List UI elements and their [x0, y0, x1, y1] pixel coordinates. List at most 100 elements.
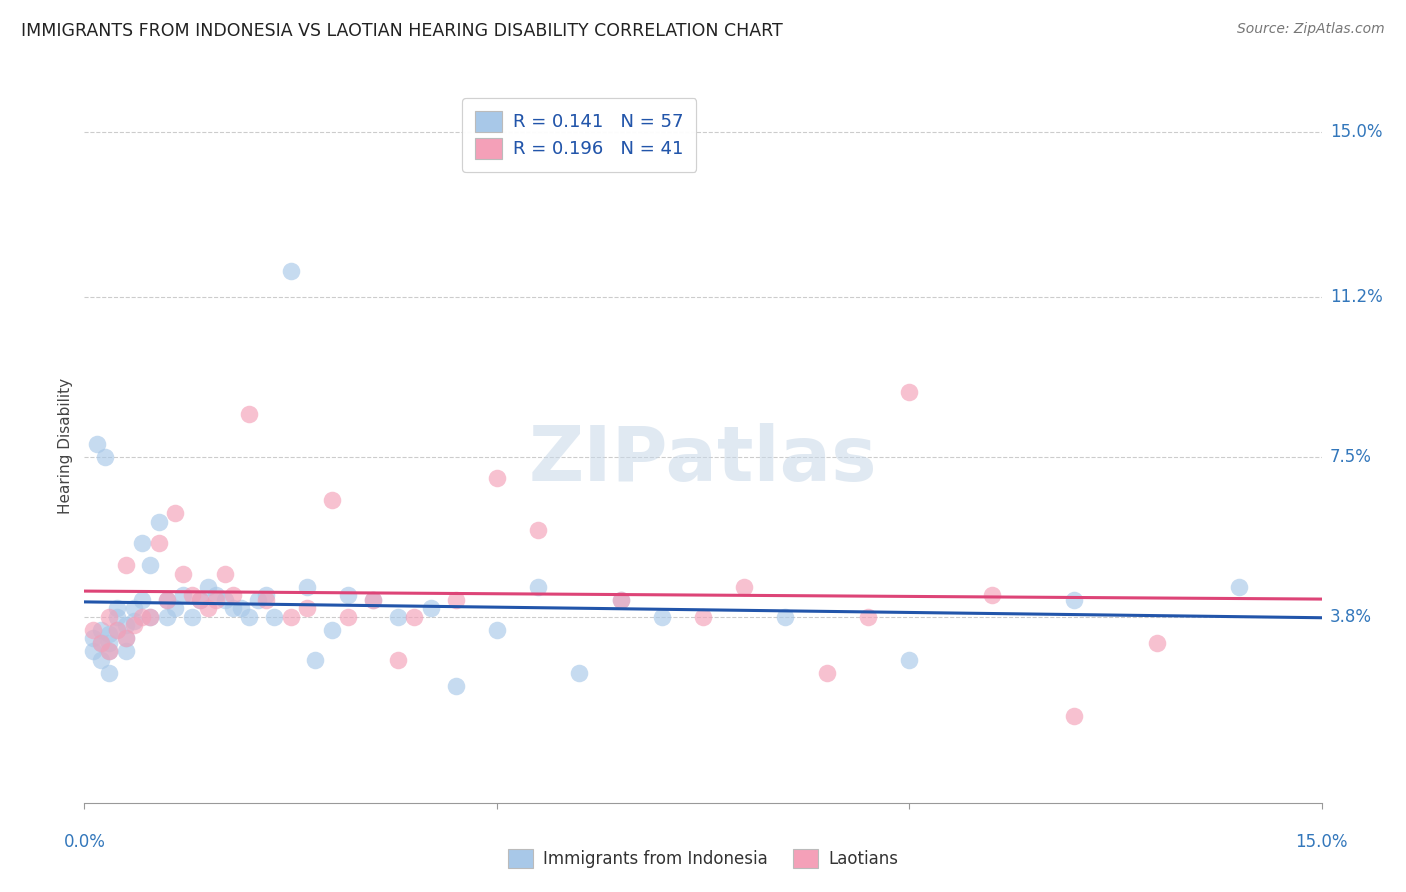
Point [156, 592, 179, 607]
Point [114, 632, 136, 646]
Point [205, 588, 228, 602]
Point [139, 610, 162, 624]
Point [180, 610, 202, 624]
Point [122, 601, 145, 615]
Point [98, 610, 121, 624]
Point [139, 558, 162, 572]
Point [90, 623, 112, 637]
Point [114, 644, 136, 658]
Point [815, 666, 838, 681]
Point [222, 601, 245, 615]
Point [692, 610, 714, 624]
Point [98, 636, 121, 650]
Point [280, 264, 302, 278]
Point [444, 592, 467, 607]
Point [197, 580, 219, 594]
Point [980, 588, 1002, 602]
Point [609, 592, 631, 607]
Point [90, 653, 112, 667]
Point [1063, 592, 1085, 607]
Point [131, 592, 153, 607]
Point [280, 610, 302, 624]
Text: ZIPatlas: ZIPatlas [529, 424, 877, 497]
Point [568, 666, 591, 681]
Point [114, 618, 136, 632]
Point [1146, 636, 1168, 650]
Point [304, 653, 326, 667]
Point [651, 610, 673, 624]
Point [733, 580, 755, 594]
Legend: R = 0.141   N = 57, R = 0.196   N = 41: R = 0.141 N = 57, R = 0.196 N = 41 [463, 98, 696, 171]
Point [86, 437, 108, 451]
Text: 15.0%: 15.0% [1330, 123, 1382, 142]
Text: IMMIGRANTS FROM INDONESIA VS LAOTIAN HEARING DISABILITY CORRELATION CHART: IMMIGRANTS FROM INDONESIA VS LAOTIAN HEA… [21, 22, 783, 40]
Point [148, 515, 170, 529]
Point [188, 592, 211, 607]
Point [295, 580, 318, 594]
Point [98, 644, 121, 658]
Point [188, 592, 211, 607]
Text: 0.0%: 0.0% [63, 833, 105, 851]
Legend: Immigrants from Indonesia, Laotians: Immigrants from Indonesia, Laotians [502, 842, 904, 875]
Point [94, 450, 117, 464]
Point [238, 407, 260, 421]
Point [105, 623, 128, 637]
Point [90, 636, 112, 650]
Point [98, 644, 121, 658]
Point [361, 592, 384, 607]
Point [898, 384, 921, 399]
Point [485, 623, 508, 637]
Point [82, 623, 104, 637]
Point [197, 601, 219, 615]
Point [337, 588, 360, 602]
Point [156, 592, 179, 607]
Point [321, 623, 343, 637]
Point [214, 592, 236, 607]
Point [105, 623, 128, 637]
Point [205, 592, 228, 607]
Point [139, 610, 162, 624]
Point [114, 632, 136, 646]
Point [90, 636, 112, 650]
Point [82, 632, 104, 646]
Point [387, 653, 409, 667]
Point [122, 618, 145, 632]
Point [387, 610, 409, 624]
Text: 3.8%: 3.8% [1330, 607, 1372, 626]
Point [254, 588, 277, 602]
Point [1227, 580, 1250, 594]
Text: 11.2%: 11.2% [1330, 288, 1382, 306]
Point [131, 536, 153, 550]
Point [321, 493, 343, 508]
Point [98, 666, 121, 681]
Point [361, 592, 384, 607]
Point [156, 610, 179, 624]
Point [148, 536, 170, 550]
Point [527, 524, 550, 538]
Point [254, 592, 277, 607]
Point [527, 580, 550, 594]
Point [114, 558, 136, 572]
Point [263, 610, 285, 624]
Point [165, 506, 187, 520]
Point [609, 592, 631, 607]
Point [444, 679, 467, 693]
Point [165, 601, 187, 615]
Point [131, 610, 153, 624]
Point [775, 610, 797, 624]
Point [337, 610, 360, 624]
Point [856, 610, 879, 624]
Point [180, 588, 202, 602]
Point [229, 601, 252, 615]
Point [172, 588, 194, 602]
Point [485, 471, 508, 485]
Point [82, 644, 104, 658]
Text: Source: ZipAtlas.com: Source: ZipAtlas.com [1237, 22, 1385, 37]
Point [419, 601, 441, 615]
Point [98, 627, 121, 641]
Point [214, 566, 236, 581]
Y-axis label: Hearing Disability: Hearing Disability [58, 378, 73, 514]
Point [105, 601, 128, 615]
Point [246, 592, 269, 607]
Point [105, 610, 128, 624]
